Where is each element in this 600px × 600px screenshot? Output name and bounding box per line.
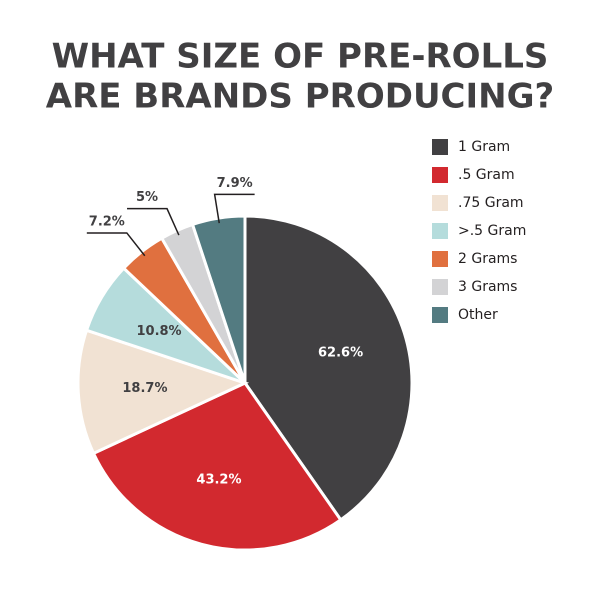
chart-title: ARE BRANDS PRODUCING?: [46, 77, 555, 117]
pie-slice: [76, 328, 250, 456]
leader-line: [86, 232, 146, 257]
legend-label: Other: [458, 307, 498, 323]
legend-swatch: [432, 251, 448, 267]
legend-swatch: [432, 279, 448, 295]
legend-label: .75 Gram: [458, 195, 524, 211]
legend-label: 3 Grams: [458, 279, 517, 295]
legend-swatch: [432, 307, 448, 323]
value-label: 7.9%: [217, 176, 253, 191]
value-label: 10.8%: [136, 324, 181, 339]
value-label: 62.6%: [318, 345, 363, 360]
legend-label: 1 Gram: [458, 139, 510, 155]
value-label: 18.7%: [122, 381, 167, 396]
legend-swatch: [432, 139, 448, 155]
legend-label: 2 Grams: [458, 251, 517, 267]
leader-line: [127, 207, 180, 236]
chart-title: WHAT SIZE OF PRE-ROLLS: [52, 37, 549, 77]
legend-swatch: [432, 167, 448, 183]
legend-label: .5 Gram: [458, 167, 515, 183]
legend-label: >.5 Gram: [458, 223, 526, 239]
value-label: 5%: [136, 190, 158, 205]
value-label: 7.2%: [89, 214, 125, 229]
legend-swatch: [432, 195, 448, 211]
value-label: 43.2%: [196, 472, 241, 487]
pie-slice: [243, 214, 414, 522]
legend-swatch: [432, 223, 448, 239]
leader-line: [213, 193, 255, 224]
